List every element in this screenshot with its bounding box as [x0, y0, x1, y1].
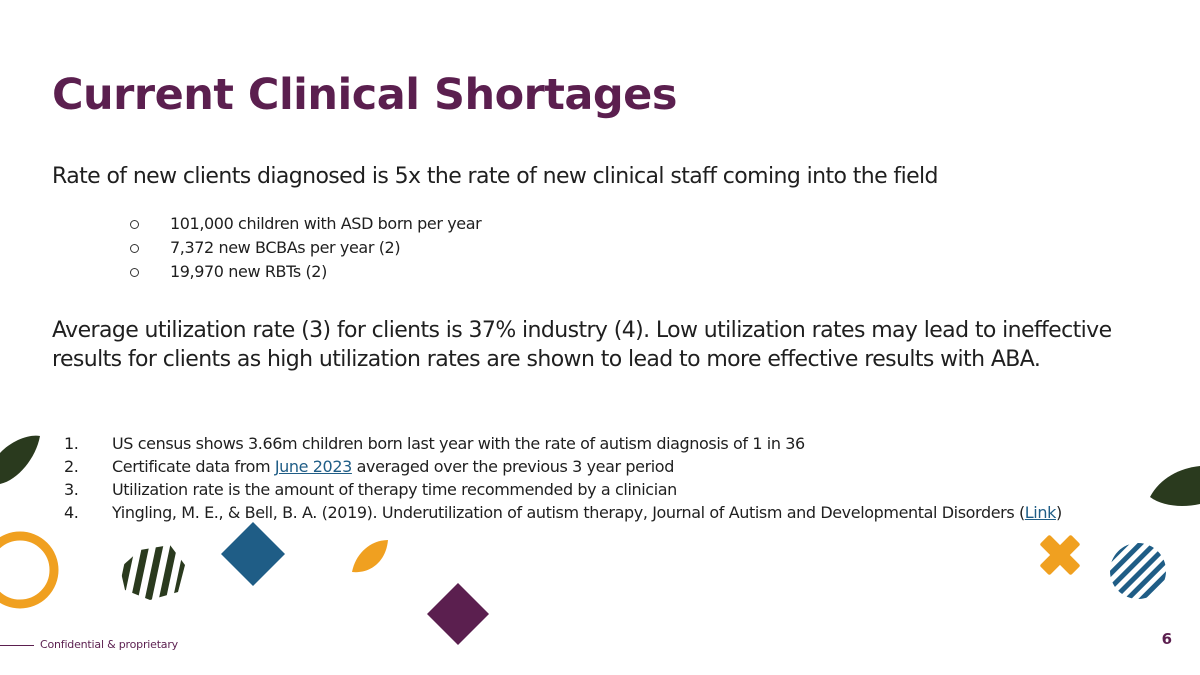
reference-number: 3.: [64, 480, 79, 499]
reference-item: 2. Certificate data from June 2023 avera…: [64, 455, 1104, 478]
reference-text: Utilization rate is the amount of therap…: [112, 480, 677, 499]
reference-text: US census shows 3.66m children born last…: [112, 434, 805, 453]
slide-title: Current Clinical Shortages: [52, 70, 677, 120]
stats-list: 101,000 children with ASD born per year …: [130, 212, 482, 284]
reference-text-before: Certificate data from: [112, 457, 275, 476]
page-number: 6: [1161, 630, 1172, 648]
leaf-shape-icon: [1150, 466, 1200, 506]
reference-text: Certificate data from June 2023 averaged…: [112, 455, 1104, 478]
reference-item: 1. US census shows 3.66m children born l…: [64, 432, 1104, 455]
bullet-text: 101,000 children with ASD born per year: [170, 214, 482, 233]
half-circle-shape-icon: [352, 540, 388, 573]
reference-text-after: averaged over the previous 3 year period: [351, 457, 675, 476]
diamond-shape-icon: [221, 522, 285, 586]
journal-link[interactable]: Link: [1024, 503, 1057, 522]
list-item: 7,372 new BCBAs per year (2): [130, 236, 481, 260]
reference-text-after: ): [1055, 503, 1062, 522]
bullet-text: 19,970 new RBTs (2): [170, 262, 327, 281]
reference-text-before: Yingling, M. E., & Bell, B. A. (2019). U…: [112, 503, 1025, 522]
bullet-ring-icon: [130, 267, 139, 277]
bullet-ring-icon: [130, 243, 139, 253]
list-item: 101,000 children with ASD born per year: [130, 212, 482, 236]
ring-shape-icon: [0, 531, 59, 609]
list-item: 19,970 new RBTs (2): [130, 260, 481, 284]
leaf-shape-icon: [0, 435, 40, 484]
reference-number: 2.: [64, 457, 79, 476]
reference-number: 1.: [64, 434, 79, 453]
bullet-text: 7,372 new BCBAs per year (2): [170, 238, 401, 257]
reference-number: 4.: [64, 503, 79, 522]
cross-shape-icon: [1040, 535, 1080, 575]
bullet-ring-icon: [130, 219, 139, 229]
footer-confidential: Confidential & proprietary: [40, 638, 178, 651]
reference-item: 4. Yingling, M. E., & Bell, B. A. (2019)…: [64, 501, 1104, 524]
references-list: 1. US census shows 3.66m children born l…: [64, 432, 1104, 524]
june-2023-link[interactable]: June 2023: [274, 457, 352, 476]
lead-statement: Rate of new clients diagnosed is 5x the …: [52, 164, 939, 189]
footer-divider: [0, 645, 34, 646]
striped-shape-icon: [120, 545, 185, 600]
utilization-statement: Average utilization rate (3) for clients…: [52, 318, 1112, 372]
diamond-shape-icon: [427, 583, 489, 645]
reference-text: Yingling, M. E., & Bell, B. A. (2019). U…: [112, 501, 1104, 524]
reference-item: 3. Utilization rate is the amount of the…: [64, 478, 1104, 501]
striped-circle-shape-icon: [1110, 543, 1166, 599]
